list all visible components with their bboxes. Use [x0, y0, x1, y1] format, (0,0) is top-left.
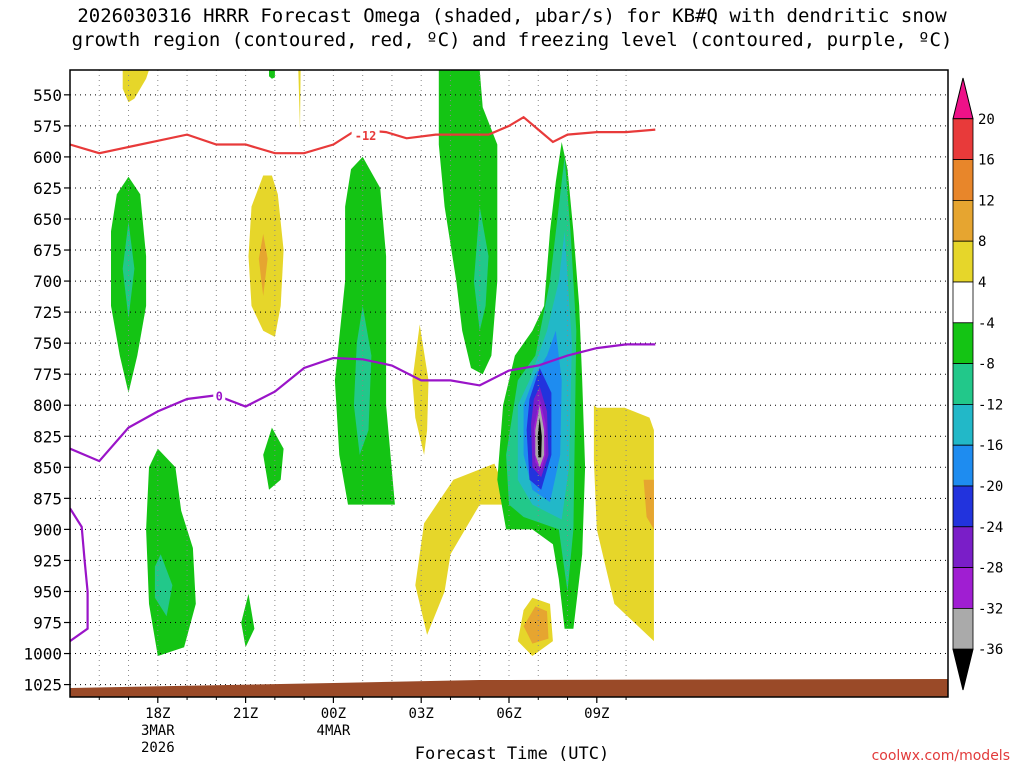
- x-axis-title: Forecast Time (UTC): [414, 744, 610, 764]
- ytick-label-1025: 1025: [23, 676, 62, 695]
- ytick-label-900: 900: [33, 520, 62, 539]
- colorbar-bin--28: [952, 526, 974, 568]
- omega-region-23: [537, 417, 542, 458]
- colorbar-tick--24: -24: [978, 520, 1003, 536]
- colorbar-tick--32: -32: [978, 601, 1003, 617]
- ytick-label-950: 950: [33, 582, 62, 601]
- omega-region-24: [146, 448, 196, 656]
- ytick-label-600: 600: [33, 148, 62, 167]
- colorbar-bin--32: [952, 567, 974, 609]
- ytick-label-750: 750: [33, 334, 62, 353]
- xtick-label-09Z: 09Z: [584, 706, 609, 722]
- omega-region-4: [122, 221, 135, 319]
- omega-region-13: [593, 405, 654, 642]
- colorbar-bin-8: [952, 199, 974, 242]
- colorbar-bin-4: [952, 240, 974, 283]
- colorbar-bin-20: [952, 77, 974, 120]
- ytick-label-550: 550: [33, 86, 62, 105]
- ytick-label-825: 825: [33, 427, 62, 446]
- colorbar-bin--4: [952, 281, 974, 324]
- contour-label-bg-0: [351, 127, 380, 142]
- ytick-label-875: 875: [33, 489, 62, 508]
- colorbar-bin--36: [952, 608, 974, 650]
- omega-region-14: [643, 479, 654, 530]
- terrain: [70, 679, 948, 697]
- colorbar-tick-12: 12: [978, 193, 995, 209]
- xtick-label-18Z: 18Z: [145, 706, 170, 722]
- omega-region-29: [523, 606, 549, 644]
- colorbar-bin--24: [952, 485, 974, 528]
- ytick-label-675: 675: [33, 241, 62, 260]
- ytick-label-700: 700: [33, 272, 62, 291]
- xtick-date-00Z: 4MAR: [317, 723, 351, 739]
- contour-label--12: -12: [355, 129, 377, 143]
- chart-title-line1: 2026030316 HRRR Forecast Omega (shaded, …: [77, 5, 947, 27]
- colorbar-tick--8: -8: [978, 357, 995, 373]
- colorbar-tick-16: 16: [978, 153, 995, 169]
- contour-label-0: 0: [216, 390, 223, 404]
- colorbar-tick--36: -36: [978, 642, 1003, 658]
- colorbar-tick--12: -12: [978, 397, 1003, 413]
- xtick-label-00Z: 00Z: [321, 706, 346, 722]
- site-credit[interactable]: coolwx.com/models: [871, 748, 1010, 764]
- ytick-label-575: 575: [33, 117, 62, 136]
- omega-region-2: [298, 70, 301, 130]
- ytick-label-975: 975: [33, 614, 62, 633]
- colorbar-tick--4: -4: [978, 316, 995, 332]
- omega-region-0: [122, 70, 149, 103]
- omega-region-11: [412, 324, 429, 455]
- xtick-label-21Z: 21Z: [233, 706, 258, 722]
- contour--12: [70, 115, 656, 155]
- colorbar-bin--20: [952, 444, 974, 487]
- chart-title-line2: growth region (contoured, red, ºC) and f…: [71, 29, 953, 51]
- colorbar-tick--20: -20: [978, 479, 1003, 495]
- omega-region-25: [154, 554, 173, 617]
- colorbar-tick-20: 20: [978, 112, 995, 128]
- colorbar-tick--28: -28: [978, 561, 1003, 577]
- colorbar-bin-12: [952, 159, 974, 201]
- xtick-date-18Z: 3MAR: [141, 723, 175, 739]
- ytick-label-925: 925: [33, 551, 62, 570]
- contour-0-lower: [70, 507, 89, 642]
- colorbar-bin--16: [952, 403, 974, 446]
- colorbar-bin--40: [952, 648, 974, 691]
- omega-region-26: [263, 427, 284, 490]
- ytick-label-625: 625: [33, 179, 62, 198]
- colorbar-bin-16: [952, 118, 974, 161]
- colorbar-bin--12: [952, 363, 974, 405]
- colorbar-tick-4: 4: [978, 275, 986, 291]
- xtick-label-06Z: 06Z: [496, 706, 521, 722]
- colorbar-bin--8: [952, 322, 974, 364]
- contour-0: [70, 343, 656, 463]
- colorbar-tick--16: -16: [978, 438, 1003, 454]
- ytick-label-650: 650: [33, 210, 62, 229]
- omega-region-27: [241, 593, 255, 648]
- ytick-label-725: 725: [33, 303, 62, 322]
- xtick-label-03Z: 03Z: [409, 706, 434, 722]
- omega-region-1: [269, 70, 275, 79]
- omega-region-12: [415, 463, 507, 635]
- xtick-year-18Z: 2026: [141, 740, 175, 756]
- chart-title: 2026030316 HRRR Forecast Omega (shaded, …: [0, 4, 1024, 52]
- contour-label-bg-1: [213, 388, 226, 403]
- omega-region-10: [473, 206, 489, 331]
- ytick-label-1000: 1000: [23, 645, 62, 664]
- ytick-label-850: 850: [33, 458, 62, 477]
- ytick-label-775: 775: [33, 365, 62, 384]
- omega-region-6: [258, 233, 268, 296]
- ytick-label-800: 800: [33, 396, 62, 415]
- colorbar-tick-8: 8: [978, 234, 986, 250]
